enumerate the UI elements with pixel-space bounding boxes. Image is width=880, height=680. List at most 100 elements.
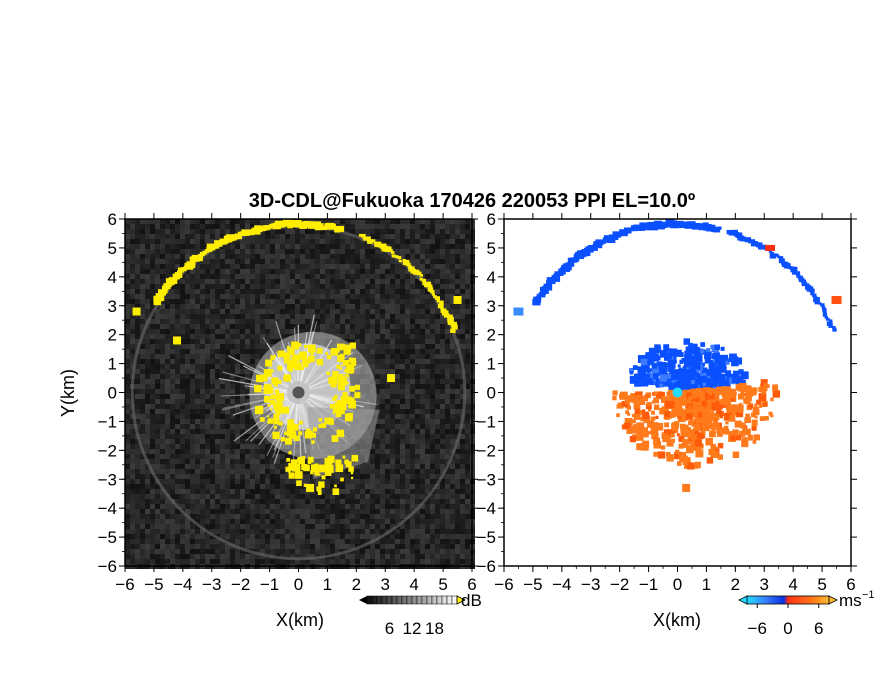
noise-cell [395,399,400,404]
noise-cell [290,554,295,559]
noise-cell [245,449,250,454]
noise-cell [320,309,325,314]
noise-cell [270,539,275,544]
noise-cell [235,389,240,394]
noise-cell [140,409,145,414]
noise-cell [180,399,185,404]
noise-cell [375,519,380,524]
noise-cell [450,419,455,424]
noise-cell [240,384,245,389]
noise-cell [245,559,250,564]
noise-cell [375,529,380,534]
noise-cell [250,534,255,539]
noise-cell [340,484,345,489]
noise-cell [440,509,445,514]
noise-cell [225,359,230,364]
noise-cell [465,279,470,284]
noise-cell [155,524,160,529]
noise-cell [200,329,205,334]
noise-cell [415,439,420,444]
noise-cell [280,239,285,244]
noise-cell [160,389,165,394]
noise-cell [125,494,130,499]
noise-cell [380,354,385,359]
noise-cell [405,524,410,529]
noise-cell [180,299,185,304]
noise-cell [315,514,320,519]
noise-cell [450,464,455,469]
noise-cell [460,329,465,334]
noise-cell [375,484,380,489]
noise-cell [145,334,150,339]
noise-cell [210,524,215,529]
noise-cell [465,349,470,354]
noise-cell [160,539,165,544]
noise-cell [235,549,240,554]
noise-cell [185,269,190,274]
noise-cell [255,269,260,274]
noise-cell [205,279,210,284]
noise-cell [405,269,410,274]
noise-cell [190,464,195,469]
noise-cell [210,504,215,509]
noise-cell [220,249,225,254]
noise-cell [240,254,245,259]
noise-cell [400,474,405,479]
noise-cell [255,264,260,269]
noise-cell [235,464,240,469]
noise-cell [240,284,245,289]
noise-cell [410,299,415,304]
noise-cell [430,549,435,554]
noise-cell [185,374,190,379]
noise-cell [340,289,345,294]
noise-cell [440,544,445,549]
noise-cell [150,234,155,239]
noise-cell [185,444,190,449]
noise-cell [450,444,455,449]
noise-cell [465,379,470,384]
noise-cell [395,519,400,524]
noise-cell [405,384,410,389]
noise-cell [165,409,170,414]
noise-cell [275,244,280,249]
noise-cell [365,469,370,474]
noise-cell [385,394,390,399]
noise-cell [145,354,150,359]
noise-cell [350,329,355,334]
noise-cell [265,479,270,484]
noise-cell [235,509,240,514]
noise-cell [430,494,435,499]
noise-cell [360,319,365,324]
noise-cell [465,319,470,324]
noise-cell [240,219,245,224]
noise-cell [210,439,215,444]
intensity-arc-blob [324,223,331,229]
noise-cell [350,314,355,319]
noise-cell [330,229,335,234]
noise-cell [265,469,270,474]
noise-cell [445,289,450,294]
noise-cell [380,319,385,324]
noise-cell [180,289,185,294]
noise-cell [205,524,210,529]
noise-cell [125,304,130,309]
noise-cell [450,514,455,519]
noise-cell [360,294,365,299]
noise-cell [435,309,440,314]
noise-cell [235,489,240,494]
noise-cell [450,469,455,474]
noise-cell [155,264,160,269]
noise-cell [270,304,275,309]
noise-cell [335,314,340,319]
noise-cell [415,379,420,384]
noise-cell [280,459,285,464]
noise-cell [425,329,430,334]
noise-cell [185,539,190,544]
noise-cell [250,489,255,494]
noise-cell [245,459,250,464]
noise-cell [375,464,380,469]
noise-cell [425,389,430,394]
noise-cell [155,469,160,474]
noise-cell [140,424,145,429]
noise-cell [195,464,200,469]
